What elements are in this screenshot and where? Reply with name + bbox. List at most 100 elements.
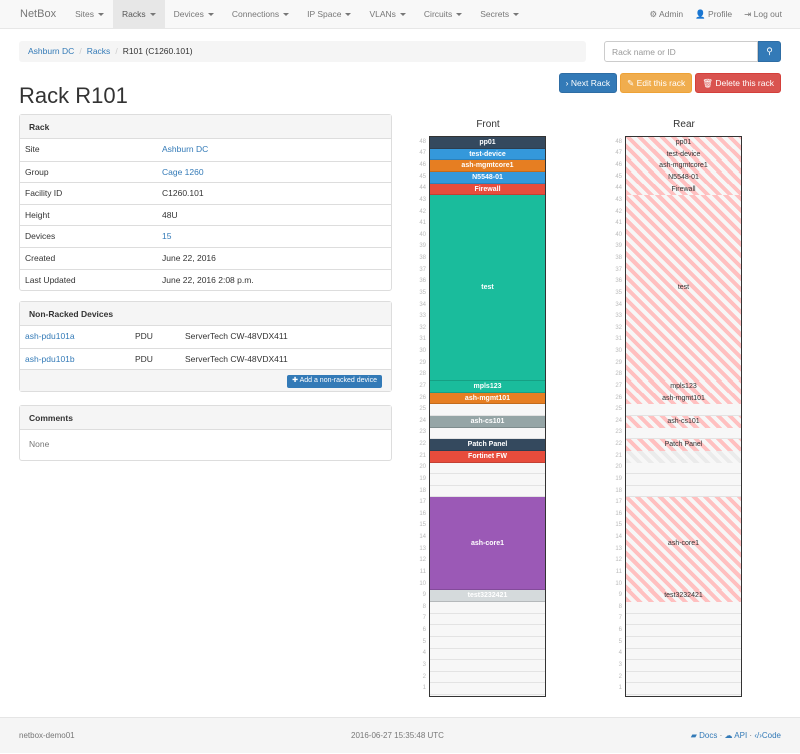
unit-number: 38: [419, 255, 426, 262]
rack-unit-slot[interactable]: [626, 486, 741, 498]
rack-unit-slot[interactable]: [430, 486, 545, 498]
rack-device-rear[interactable]: ash-core1: [626, 497, 741, 591]
attr-value[interactable]: Ashburn DC: [162, 144, 209, 154]
rack-device-front[interactable]: test3232421: [430, 590, 545, 602]
search-input[interactable]: [604, 41, 758, 62]
next-rack-button[interactable]: › Next Rack: [558, 73, 618, 93]
rack-unit-slot[interactable]: [626, 683, 741, 695]
rack-unit-slot[interactable]: [430, 463, 545, 475]
add-non-racked-device-button[interactable]: ✚ Add a non-racked device: [287, 375, 382, 389]
nav-admin[interactable]: ⚙ Admin: [643, 0, 689, 29]
unit-number: 35: [615, 289, 622, 296]
nav-ip-space[interactable]: IP Space: [298, 0, 360, 29]
device-link[interactable]: ash-pdu101b: [25, 353, 75, 364]
brand-logo[interactable]: NetBox: [20, 8, 57, 20]
rack-device-front[interactable]: pp01: [430, 137, 545, 149]
non-racked-panel: Non-Racked Devices ash-pdu101a PDU ServerT…: [19, 301, 392, 393]
rack-device-rear[interactable]: test3232421: [626, 590, 741, 602]
attr-value[interactable]: Cage 1260: [162, 166, 204, 177]
rack-device-rear[interactable]: test: [626, 195, 741, 382]
rack-unit-slot[interactable]: [430, 683, 545, 695]
rack-unit-slot[interactable]: [430, 428, 545, 440]
rack-device-rear[interactable]: Firewall: [626, 183, 741, 196]
rack-unit-slot[interactable]: [430, 474, 545, 486]
rack-device-front[interactable]: Patch Panel: [430, 439, 545, 451]
rack-device-front[interactable]: Fortinet FW: [430, 450, 545, 463]
docs-link[interactable]: ▰ Docs: [691, 731, 718, 740]
edit-rack-button[interactable]: ✎ Edit this rack: [620, 73, 693, 93]
nav-secrets[interactable]: Secrets: [471, 0, 528, 29]
rack-device-front[interactable]: ash-mgmtcore1: [430, 160, 545, 172]
attr-value[interactable]: 15: [162, 231, 172, 242]
unit-number: 32: [419, 324, 426, 331]
next-rack-label: Next Rack: [570, 78, 611, 88]
breadcrumb-site[interactable]: Ashburn DC: [28, 46, 75, 56]
nav-connections[interactable]: Connections: [223, 0, 298, 29]
rack-device-rear[interactable]: ash-cs101: [626, 416, 741, 428]
rack-unit-slot[interactable]: [430, 614, 545, 626]
rack-device-front[interactable]: N5548-01: [430, 171, 545, 184]
rack-unit-slot[interactable]: [626, 463, 741, 475]
rack-device-rear[interactable]: N5548-01: [626, 171, 741, 184]
rack-unit-slot[interactable]: [430, 404, 545, 416]
unit-number: 19: [419, 475, 426, 482]
device-name: ash-core1: [470, 540, 505, 548]
rack-unit-slot[interactable]: [430, 637, 545, 649]
device-link[interactable]: ash-pdu101a: [25, 331, 75, 341]
edit-rack-label: Edit this rack: [636, 78, 686, 88]
rack-unit-slot[interactable]: [430, 602, 545, 614]
nav-log-out[interactable]: ⇥ Log out: [738, 0, 788, 29]
rack-device-rear[interactable]: ash-mgmtcore1: [626, 160, 741, 172]
rack-device-front[interactable]: ash-mgmt101: [430, 392, 545, 405]
unit-number: 33: [615, 313, 622, 320]
rack-unit-slot[interactable]: [626, 404, 741, 416]
rack-unit-slot[interactable]: [626, 602, 741, 614]
rack-unit-slot[interactable]: [626, 672, 741, 684]
nav-devices[interactable]: Devices: [165, 0, 223, 29]
pencil-icon: ✎: [627, 78, 635, 88]
rack-device-rear[interactable]: test-device: [626, 148, 741, 161]
rack-device-front[interactable]: ash-cs101: [430, 416, 545, 428]
rack-device-front[interactable]: ash-core1: [430, 497, 545, 591]
nav-label: Sites: [75, 8, 94, 19]
rack-device-rear[interactable]: pp01: [626, 137, 741, 149]
rack-device-front[interactable]: mpls123: [430, 381, 545, 393]
rack-unit-slot[interactable]: [430, 649, 545, 661]
rack-device-rear[interactable]: Patch Panel: [626, 439, 741, 451]
unit-number: 16: [615, 510, 622, 517]
nav-circuits[interactable]: Circuits: [415, 0, 471, 29]
nav-sites[interactable]: Sites: [66, 0, 113, 29]
api-link[interactable]: ☁ API: [724, 731, 747, 740]
rack-device-front[interactable]: Firewall: [430, 183, 545, 196]
search-button[interactable]: ⚲: [758, 41, 781, 62]
unit-number: 11: [615, 568, 622, 575]
nav-vlans[interactable]: VLANs: [360, 0, 414, 29]
unit-number: 16: [419, 510, 426, 517]
rack-unit-slot[interactable]: [626, 637, 741, 649]
rack-device-front[interactable]: test: [430, 195, 545, 382]
delete-rack-button[interactable]: 🗑 Delete this rack: [695, 73, 781, 93]
rack-unit-slot[interactable]: [626, 428, 741, 440]
rack-device-rear[interactable]: ash-mgmt101: [626, 392, 741, 405]
rack-unit-slot[interactable]: [430, 672, 545, 684]
nav-racks[interactable]: Racks: [112, 0, 165, 29]
caret-down-icon: [456, 12, 463, 16]
nav-label: Log out: [753, 9, 782, 19]
rack-unit-slot[interactable]: [626, 660, 741, 672]
unit-number: 25: [615, 406, 622, 413]
rack-unit-slot[interactable]: [626, 649, 741, 661]
rack-unit-slot[interactable]: [626, 614, 741, 626]
nav-profile[interactable]: 👤 Profile: [689, 0, 738, 29]
separator: ·: [749, 731, 753, 740]
unit-number: 21: [419, 452, 426, 459]
rack-device-rear[interactable]: mpls123: [626, 381, 741, 393]
rack-unit-slot[interactable]: [626, 625, 741, 637]
breadcrumb-racks[interactable]: Racks: [86, 46, 111, 56]
code-link[interactable]: ‹/›Code: [754, 731, 781, 740]
rack-unit-slot[interactable]: [430, 625, 545, 637]
unit-number: 13: [615, 545, 622, 552]
rack-device-front[interactable]: test-device: [430, 148, 545, 161]
rack-unit-slot[interactable]: [626, 474, 741, 486]
rack-unit-slot[interactable]: [430, 660, 545, 672]
caret-down-icon: [283, 12, 290, 16]
